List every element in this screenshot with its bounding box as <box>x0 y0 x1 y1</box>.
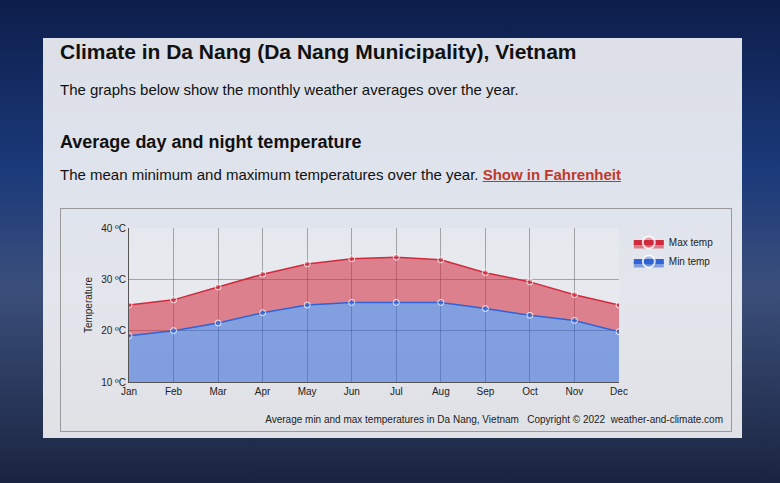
svg-text:40 ºC: 40 ºC <box>101 223 126 234</box>
svg-text:20 ºC: 20 ºC <box>101 325 126 336</box>
svg-text:Max temp: Max temp <box>669 237 713 248</box>
svg-text:Jan: Jan <box>121 386 137 397</box>
svg-text:30 ºC: 30 ºC <box>101 274 126 285</box>
svg-text:10 ºC: 10 ºC <box>101 377 126 388</box>
svg-text:Dec: Dec <box>610 386 628 397</box>
svg-text:Oct: Oct <box>522 386 538 397</box>
html-text:The graphs below show the mont: The graphs below show the monthly weathe… <box>60 81 519 98</box>
svg-text:Min temp: Min temp <box>669 256 711 267</box>
html-text:Average day and night temperat: Average day and night temperature <box>60 132 362 152</box>
svg-text:Aug: Aug <box>432 386 450 397</box>
svg-text:Sep: Sep <box>476 386 494 397</box>
svg-text:Feb: Feb <box>165 386 183 397</box>
svg-text:Temperature: Temperature <box>83 276 94 333</box>
svg-text:Mar: Mar <box>209 386 227 397</box>
html-text:Climate in Da Nang (Da Nang Mu: Climate in Da Nang (Da Nang Municipality… <box>60 40 577 63</box>
svg-text:May: May <box>298 386 317 397</box>
svg-text:Apr: Apr <box>255 386 271 397</box>
svg-text:Jun: Jun <box>344 386 360 397</box>
svg-text:Nov: Nov <box>566 386 584 397</box>
html-text:Average min and max temperatur: Average min and max temperatures in Da N… <box>265 414 723 425</box>
svg-text:Jul: Jul <box>390 386 403 397</box>
html-text:The mean minimum and maximum t: The mean minimum and maximum temperature… <box>60 166 621 183</box>
